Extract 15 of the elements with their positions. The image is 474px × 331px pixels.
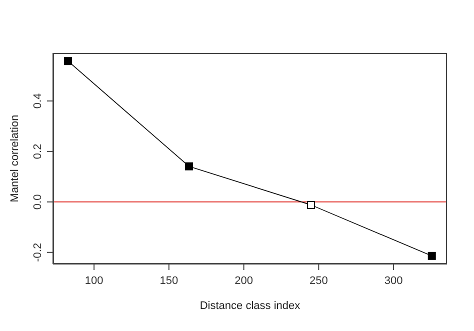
- x-tick-label: 250: [309, 274, 328, 287]
- y-tick-label: 0.4: [32, 93, 44, 109]
- y-axis-title: Mantel correlation: [8, 114, 21, 202]
- point: [64, 57, 72, 66]
- x-tick-label: 150: [160, 274, 178, 287]
- x-tick-label: 200: [234, 274, 253, 287]
- point: [307, 200, 316, 209]
- y-tick-label: -0.2: [32, 242, 44, 262]
- x-axis-title: Distance class index: [200, 300, 301, 312]
- x-tick-label: 300: [384, 274, 403, 287]
- x-tick-label: 100: [84, 274, 104, 287]
- y-tick-label: 0.2: [32, 144, 44, 160]
- point: [428, 252, 436, 260]
- point: [184, 162, 193, 170]
- y-tick-label: 0.0: [32, 194, 44, 210]
